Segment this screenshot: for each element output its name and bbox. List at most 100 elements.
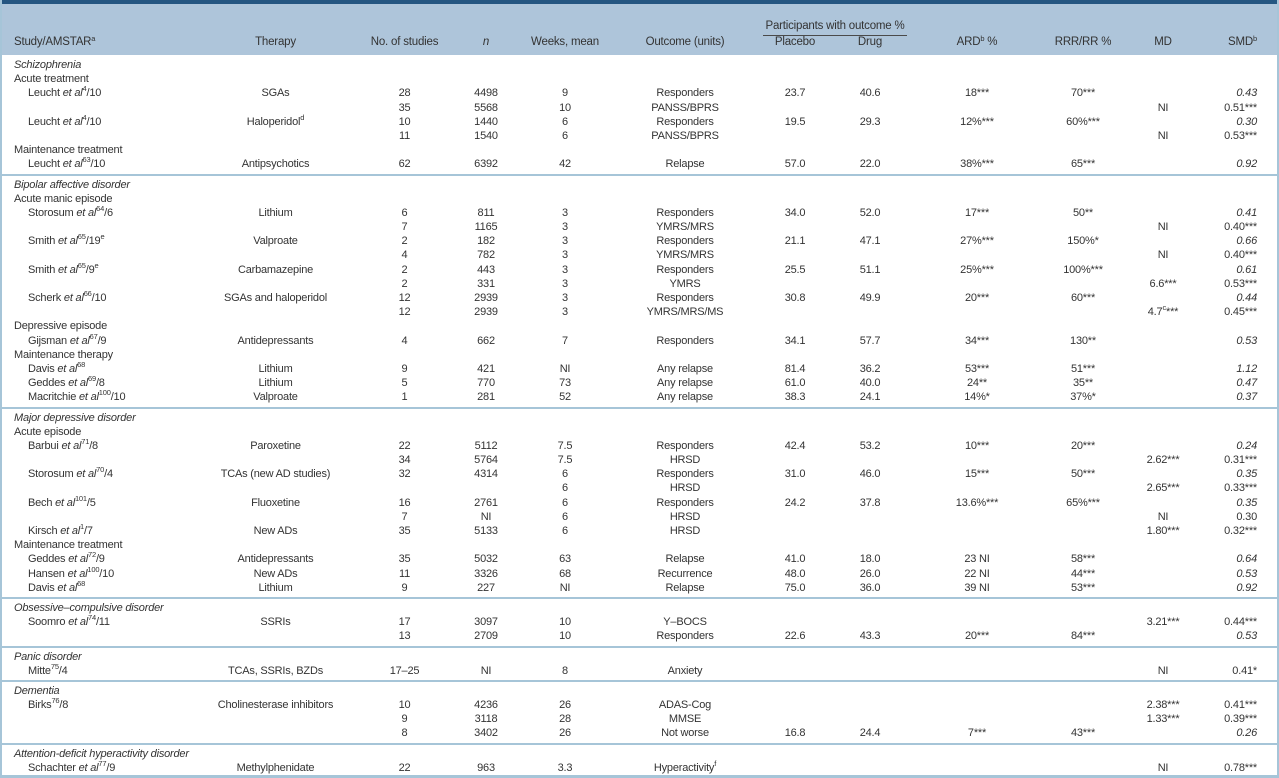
cell-smd: 0.45*** [1224,306,1257,319]
cell-outcome [610,747,760,761]
cell-no-of-studies: 7 [401,510,408,523]
cell-n: 4236 [474,699,498,712]
cell-therapy: TCAs (new AD studies) [220,468,331,481]
cell-placebo [760,510,830,524]
cell-md [1122,234,1204,248]
cell-n: 281 [477,391,495,404]
cell-n: 662 [477,334,495,347]
cell-placebo [760,248,830,262]
cell-md [1122,411,1204,425]
cell-ard: 39 NI [964,581,990,594]
cell-md [1122,538,1204,552]
cell-rrr: 35** [1073,377,1093,390]
cell-no-of-studies: 10 [398,115,411,128]
cell-no-of-studies: 16 [398,496,411,509]
cell-smd [1204,72,1277,86]
cell-weeks: 26 [559,727,571,740]
cell-ard: 13.6%*** [955,496,999,509]
cell-rrr: 43*** [1070,727,1096,740]
cell-drug [830,510,910,524]
cell-outcome: Any relapse [657,377,713,390]
cell-weeks: 6 [562,482,568,495]
cell-drug [830,277,910,291]
cell-n: 1165 [474,221,498,234]
cell-rrr: 65*** [1070,158,1096,171]
cell-study: Acute treatment [14,73,89,86]
cell-smd: 0.40*** [1224,249,1257,262]
cell-outcome: Responders [656,468,714,481]
cell-n: 1440 [474,115,498,128]
cell-n: 2939 [474,306,498,319]
cell-study [2,101,194,115]
cell-outcome: Responders [656,263,714,276]
cell-rrr: 60*** [1070,292,1096,304]
cell-therapy [194,348,357,362]
cell-smd: 0.44 [1236,292,1257,304]
cell-outcome: Relapse [665,553,705,566]
cell-rrr [1044,425,1122,439]
disorder-heading-row: Attention-deficit hyperactivity disorder [2,747,1277,761]
cell-study [2,510,194,524]
cell-drug: 46.0 [859,468,881,481]
cell-weeks: 3 [562,206,568,219]
cell-therapy: New ADs [253,525,298,537]
section-obsessive-compulsive-disorder: Obsessive–compulsive disorder Soomro et a… [2,596,1277,646]
subsection-heading-row: Acute episode [2,425,1277,439]
cell-study: Schizophrenia [14,59,82,71]
cell-ard: 22 NI [964,567,990,580]
cell-study: Gijsman et al67/9 [28,331,107,347]
cell-smd: 1.12 [1236,362,1257,375]
cell-drug: 51.1 [859,263,881,276]
table-row: 35 5568 10 PANSS/BPRS NI 0.51*** [2,101,1277,115]
cell-ard [910,411,1044,425]
cell-therapy: Lithium [258,362,293,375]
cell-therapy: New ADs [253,567,298,580]
cell-ard: 25%*** [960,263,994,276]
cell-drug [830,524,910,538]
cell-rrr [1044,58,1122,72]
cell-n: 2939 [474,292,498,304]
cell-outcome: ADAS-Cog [658,699,712,712]
cell-no-of-studies: 35 [398,525,411,537]
cell-rrr: 50*** [1070,468,1096,481]
cell-weeks: 7 [562,334,568,347]
cell-outcome: PANSS/BPRS [651,101,719,114]
cell-ard [910,761,1044,775]
cell-rrr [1044,761,1122,775]
cell-study [2,726,194,740]
cell-weeks [520,178,610,192]
cell-ard [910,524,1044,538]
cell-placebo [760,220,830,234]
cell-outcome: Hyperactivityf [653,758,717,774]
col-header-smd: SMDb [1228,34,1257,48]
cell-md [1122,58,1204,72]
cell-study: Birks76/8 [28,696,69,712]
cell-ard: 7*** [967,727,987,740]
cell-drug [830,453,910,467]
cell-outcome: YMRS [669,277,701,290]
cell-n: 6392 [474,158,498,171]
cell-rrr [1044,248,1122,262]
cell-placebo [760,453,830,467]
cell-n: 4498 [474,87,498,100]
cell-study: Leucht et al4/10 [28,84,102,100]
cell-outcome: YMRS/MRS/MS [646,306,724,319]
cell-n: 227 [477,581,495,594]
cell-study: Geddes et al69/8 [28,374,105,390]
cell-smd: 0.92 [1236,581,1257,594]
cell-no-of-studies [357,72,452,86]
cell-weeks: 6 [562,115,568,128]
cell-ard: 20*** [964,630,990,643]
cell-drug [830,58,910,72]
table-row: 7 1165 3 YMRS/MRS NI 0.40*** [2,220,1277,234]
cell-rrr [1044,712,1122,726]
cell-study: Maintenance treatment [14,144,123,157]
cell-n: 963 [477,761,495,774]
cell-smd: 0.30 [1236,115,1257,128]
cell-placebo [760,101,830,115]
cell-rrr: 53*** [1070,581,1096,594]
cell-rrr [1044,348,1122,362]
cell-ard: 53*** [964,362,990,375]
cell-rrr [1044,650,1122,664]
cell-md: NI [1157,221,1169,234]
